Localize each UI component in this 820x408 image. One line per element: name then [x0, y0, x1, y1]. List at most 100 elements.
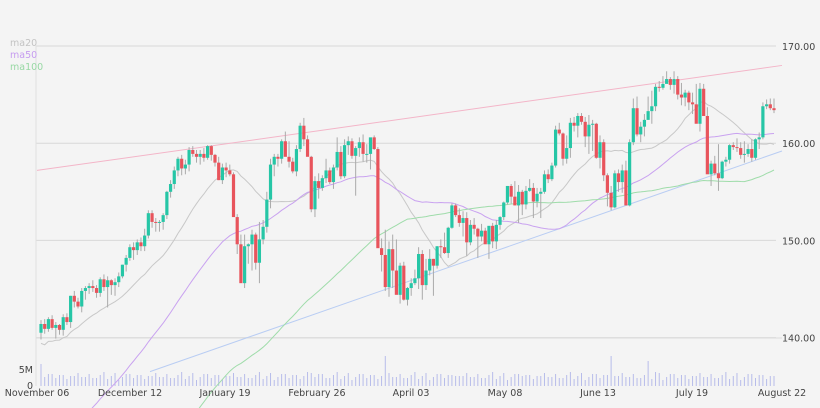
candle-down [546, 174, 550, 180]
moving-averages [40, 100, 775, 408]
date-tick-label: May 08 [488, 388, 523, 399]
candle-down [609, 192, 613, 208]
lower-trendline [149, 150, 783, 373]
candle-up [187, 150, 191, 165]
candle-up [568, 122, 572, 149]
candle-up [502, 202, 506, 218]
candle-up [331, 167, 336, 183]
candle-up [516, 191, 521, 206]
candle-down [602, 142, 606, 176]
candle-up [61, 317, 65, 330]
candles [39, 71, 776, 340]
candle-down [509, 185, 513, 197]
candle-up [83, 288, 88, 291]
date-tick-label: February 26 [288, 388, 345, 399]
candle-up [450, 205, 454, 228]
candle-down [317, 181, 321, 188]
candle-up [117, 276, 121, 283]
candle-up [183, 164, 187, 169]
candle-down [309, 156, 313, 210]
candle-down [350, 141, 354, 156]
date-tick-label: June 13 [579, 388, 616, 399]
candle-up [80, 290, 84, 307]
ma20-line [40, 100, 775, 346]
candle-up [294, 149, 299, 172]
candle-down [442, 247, 447, 254]
candle-down [394, 270, 398, 295]
trendlines [36, 64, 783, 373]
price-tick-label: 170.00 [782, 42, 815, 53]
candle-up [639, 126, 643, 135]
candle-down [768, 104, 772, 109]
volume-tick-0: 0 [27, 381, 33, 392]
candle-up [446, 227, 450, 254]
candle-down [716, 173, 721, 179]
candle-down [213, 154, 217, 163]
candle-up [576, 115, 580, 126]
candle-up [661, 83, 665, 88]
candle-up [124, 257, 128, 265]
legend-ma50: ma50 [10, 50, 38, 61]
candle-up [243, 246, 247, 284]
candle-up [698, 88, 702, 124]
candle-up [631, 108, 635, 143]
candle-up [479, 230, 484, 237]
candle-down [150, 213, 154, 222]
candle-down [291, 161, 295, 172]
candle-down [202, 153, 206, 158]
candle-up [672, 79, 676, 85]
candle-up [650, 106, 654, 112]
candle-down [594, 123, 598, 158]
candle-down [476, 228, 480, 237]
candle-up [487, 225, 491, 245]
candle-down [520, 191, 524, 205]
candle-down [102, 279, 106, 288]
date-tick-label: April 03 [393, 388, 430, 399]
candle-up [613, 173, 617, 208]
candle-down [180, 158, 184, 169]
candle-down [561, 133, 565, 159]
price-axis-labels: 140.00 150.00 160.00 170.00 [782, 42, 815, 345]
candle-up [257, 239, 262, 263]
candle-up [542, 174, 547, 192]
candle-up [135, 242, 139, 251]
candle-down [472, 224, 476, 229]
date-axis-labels: November 06 December 12 January 19 February… [5, 388, 806, 399]
candle-up [535, 193, 539, 202]
candle-down [531, 187, 535, 202]
candle-up [172, 170, 176, 185]
candle-down [372, 137, 376, 150]
candle-down [616, 173, 621, 183]
candle-up [268, 164, 273, 200]
candle-down [705, 115, 709, 175]
candle-down [283, 141, 287, 157]
candle-up [128, 247, 132, 258]
candle-up [742, 153, 746, 155]
candle-up [272, 156, 276, 165]
candle-up [198, 153, 202, 157]
candle-up [280, 141, 284, 159]
candle-down [76, 301, 80, 307]
candle-down [65, 317, 69, 323]
candle-down [657, 86, 661, 88]
candle-down [224, 167, 228, 171]
candle-down [305, 139, 310, 157]
candle-up [417, 254, 421, 279]
legend-ma100: ma100 [10, 62, 44, 73]
candle-up [335, 151, 339, 168]
candle-down [209, 146, 213, 155]
candle-up [665, 79, 669, 84]
candle-down [439, 246, 443, 248]
candle-up [435, 246, 439, 266]
candle-down [731, 145, 735, 148]
volume-tick-5m: 5M [19, 365, 33, 376]
candle-up [746, 149, 750, 154]
price-tick-label: 160.00 [782, 139, 815, 150]
upper-trendline [36, 64, 783, 171]
candle-up [146, 213, 150, 236]
candle-down [739, 148, 743, 155]
candle-up [424, 270, 428, 286]
price-tick-label: 150.00 [782, 236, 815, 247]
volume-bars [40, 356, 775, 386]
